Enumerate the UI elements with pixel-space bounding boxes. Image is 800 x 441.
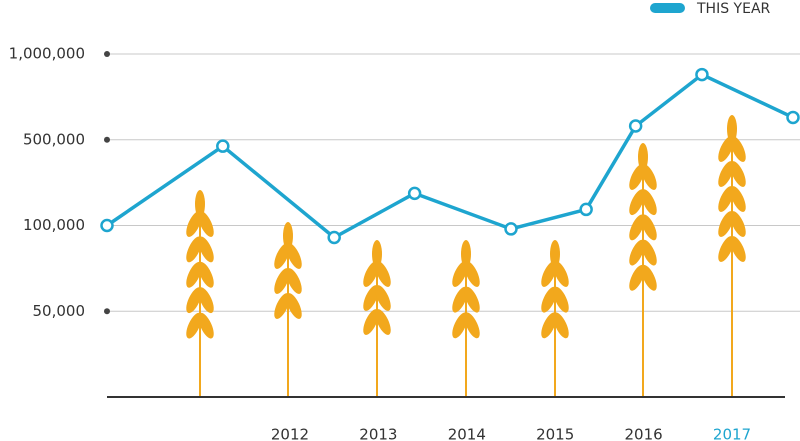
y-tick-dot — [104, 51, 110, 57]
wheat-grain — [629, 239, 645, 266]
data-point — [695, 67, 709, 82]
x-tick-label: 2013 — [359, 426, 397, 441]
x-tick-label: 2012 — [271, 426, 309, 441]
wheat-grain — [186, 312, 202, 339]
wheat-grain — [641, 214, 657, 241]
wheat-grain — [372, 240, 382, 268]
x-tick-label: 2016 — [625, 426, 663, 441]
data-point — [504, 222, 518, 236]
x-tick-label: 2014 — [448, 426, 486, 441]
wheat-grain — [730, 236, 746, 262]
wheat-grain — [375, 285, 391, 311]
wheat-grain — [186, 287, 202, 314]
wheat-grain — [553, 286, 569, 313]
y-tick-dot — [104, 136, 110, 143]
wheat-grain — [274, 293, 290, 319]
wheat-grain — [727, 115, 737, 143]
wheat-grain — [541, 261, 557, 287]
wheat-grain — [541, 312, 557, 339]
x-tick-label: 2015 — [536, 426, 574, 441]
wheat-grain — [638, 143, 648, 171]
wheat-grain — [286, 293, 302, 319]
wheat-grain — [629, 264, 645, 291]
wheat-grain — [186, 261, 202, 288]
data-point — [327, 230, 341, 245]
wheat-grain — [286, 243, 302, 269]
wheat-grain — [641, 164, 657, 190]
data-point — [628, 119, 643, 133]
wheat-grain — [730, 211, 746, 237]
data-point — [786, 110, 800, 125]
wheat-grain — [629, 164, 645, 190]
wheat-grain — [198, 312, 214, 339]
wheat-grain — [464, 286, 480, 313]
wheat-grain — [461, 240, 471, 268]
wheat-grain — [363, 285, 379, 311]
data-point — [216, 139, 230, 153]
wheat-grain — [730, 186, 746, 212]
wheat-grain — [718, 211, 734, 237]
y-tick-label: 500,000 — [23, 130, 85, 148]
wheat-grain — [641, 189, 657, 216]
wheat-grain — [363, 261, 379, 287]
wheat-grain — [286, 268, 302, 294]
wheat-grain — [629, 189, 645, 216]
wheat-grain — [198, 211, 214, 237]
wheat-grain — [198, 287, 214, 314]
wheat-grain — [198, 261, 214, 288]
wheat-decoration — [186, 115, 746, 397]
wheat-grain — [452, 312, 468, 339]
wheat-grain — [375, 261, 391, 287]
wheat-grain — [452, 286, 468, 313]
wheat-grain — [283, 222, 293, 250]
wheat-grain — [553, 261, 569, 287]
wheat-grain — [464, 261, 480, 287]
wheat-grain — [718, 186, 734, 212]
data-point — [407, 186, 422, 201]
data-point — [100, 218, 114, 233]
wheat-grain — [274, 268, 290, 294]
wheat-grain — [195, 190, 205, 218]
wheat-grain — [718, 236, 734, 262]
wheat-grain — [186, 236, 202, 263]
wheat-grain — [629, 214, 645, 241]
y-tick-label: 1,000,000 — [9, 45, 85, 63]
wheat-grain — [375, 309, 391, 335]
wheat-grain — [641, 239, 657, 266]
wheat-grain — [730, 136, 746, 162]
wheat-grain — [718, 161, 734, 187]
legend-swatch — [650, 3, 685, 13]
wheat-grain — [553, 312, 569, 339]
wheat-grain — [464, 312, 480, 339]
wheat-grain — [274, 243, 290, 269]
y-tick-label: 50,000 — [33, 302, 86, 320]
data-point — [579, 202, 593, 217]
wheat-grain — [541, 286, 557, 313]
wheat-grain — [363, 309, 379, 335]
wheat-grain — [550, 240, 560, 268]
y-tick-dot — [104, 308, 110, 315]
series-line — [106, 72, 794, 240]
y-tick-label: 100,000 — [23, 216, 85, 234]
x-tick-label: 2017 — [713, 426, 751, 441]
wheat-grain — [730, 161, 746, 187]
wheat-grain — [718, 136, 734, 162]
wheat-grain — [186, 211, 202, 237]
wheat-grain — [452, 261, 468, 287]
wheat-grain — [641, 264, 657, 291]
legend-label: THIS YEAR — [696, 1, 771, 17]
wheat-grain — [198, 236, 214, 263]
